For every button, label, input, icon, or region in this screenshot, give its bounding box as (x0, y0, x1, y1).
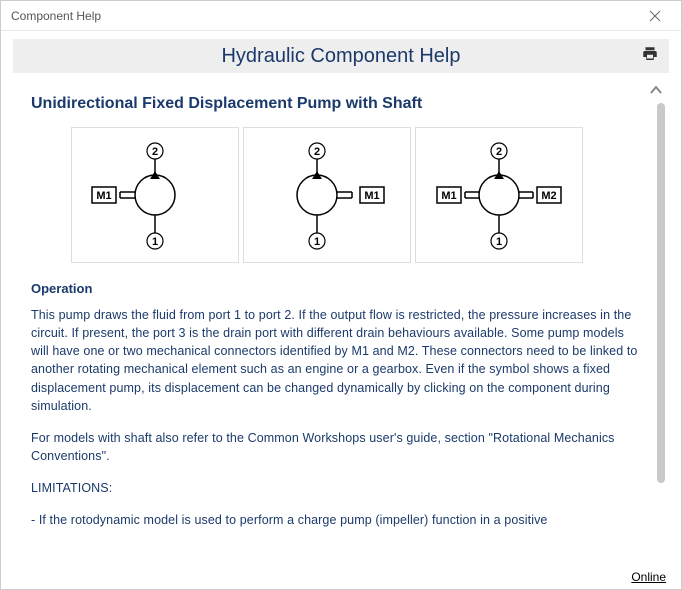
m1-label: M1 (364, 190, 379, 202)
operation-para-1: This pump draws the fluid from port 1 to… (31, 306, 639, 415)
window-titlebar: Component Help (1, 1, 681, 31)
limitations-para: - If the rotodynamic model is used to pe… (31, 511, 639, 529)
window-title: Component Help (11, 9, 101, 23)
help-content: Unidirectional Fixed Displacement Pump w… (13, 73, 669, 565)
m2-label: M2 (541, 190, 556, 202)
scrollbar-thumb[interactable] (657, 103, 665, 483)
m1-label: M1 (96, 190, 111, 202)
online-link[interactable]: Online (631, 570, 666, 584)
help-header: Hydraulic Component Help (13, 39, 669, 73)
article-title: Unidirectional Fixed Displacement Pump w… (31, 95, 639, 113)
close-icon[interactable] (637, 2, 673, 30)
diagram-row: 2 1 M1 (71, 127, 639, 263)
port-2-label: 2 (152, 146, 158, 158)
pump-diagram-m1-left: 2 1 M1 (71, 127, 239, 263)
m1-label: M1 (441, 190, 456, 202)
port-1-label: 1 (314, 236, 320, 248)
pump-diagram-m1-m2: 2 1 M1 M2 (415, 127, 583, 263)
limitations-label: LIMITATIONS: (31, 479, 639, 497)
footer: Online (631, 570, 666, 584)
port-2-label: 2 (314, 146, 320, 158)
operation-para-2: For models with shaft also refer to the … (31, 429, 639, 465)
print-icon[interactable] (641, 45, 659, 68)
port-1-label: 1 (496, 236, 502, 248)
help-title: Hydraulic Component Help (13, 45, 669, 68)
scroll-up-icon[interactable] (649, 83, 663, 102)
pump-diagram-m1-right: 2 1 M1 (243, 127, 411, 263)
operation-heading: Operation (31, 281, 639, 296)
port-2-label: 2 (496, 146, 502, 158)
port-1-label: 1 (152, 236, 158, 248)
